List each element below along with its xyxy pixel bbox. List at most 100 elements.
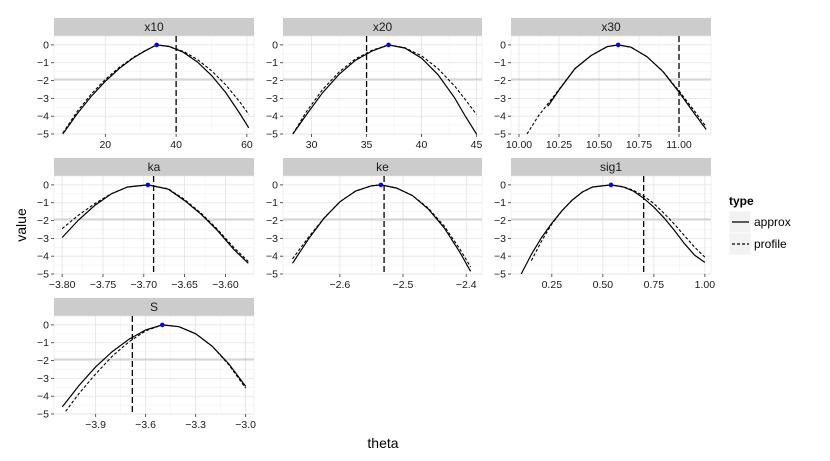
y-tick-label: −4 [37, 251, 49, 263]
estimate-point [154, 42, 159, 48]
y-tick-label: −5 [266, 269, 278, 281]
y-tick-label: −5 [266, 129, 278, 141]
panel-bg [510, 175, 712, 275]
legend-label-profile: profile [754, 237, 787, 251]
series-approx [547, 44, 707, 130]
y-tick-label: −3 [37, 373, 49, 385]
x-tick-label: 35 [361, 139, 373, 151]
legend-title: type [729, 194, 754, 208]
strip-bg [511, 158, 711, 176]
y-tick-label: −1 [37, 337, 49, 349]
facet-panels: x10 20 40 60 0 −1 −2 −3 −4 −5 x20 30 35 40 45 0 −1 −2 −3 −4… [37, 18, 715, 431]
panel-bg [282, 35, 483, 135]
x-tick-label: −3.0 [235, 419, 256, 431]
x-tick-label: 0.75 [644, 279, 665, 291]
estimate-point [608, 182, 614, 188]
x-tick-label: −3.6 [135, 419, 156, 431]
strip-label: x10 [144, 20, 164, 34]
x-tick-label: −2.5 [393, 279, 414, 291]
panel-ka: ka −3.80 −3.75 −3.70 −3.65 −3.60 0 −1 −2 −3 −4 −5 [37, 158, 255, 291]
series-approx [520, 184, 706, 275]
y-tick-label: −2 [494, 215, 506, 227]
y-tick-label: −2 [494, 75, 506, 87]
y-tick-label: −4 [494, 251, 506, 263]
y-tick-label: −1 [266, 197, 278, 209]
y-tick-label: −5 [37, 269, 49, 281]
y-tick-label: −1 [37, 197, 49, 209]
estimate-point [378, 182, 384, 188]
panel-x20: x20 30 35 40 45 0 −1 −2 −3 −4 −5 [266, 18, 482, 151]
estimate-point [386, 42, 391, 48]
y-tick-label: −1 [266, 57, 278, 69]
y-tick-label: 0 [272, 39, 278, 51]
strip-bg [511, 18, 711, 36]
strip-label: ke [376, 160, 389, 174]
y-tick-label: −2 [37, 75, 49, 87]
y-tick-label: −2 [266, 215, 278, 227]
strip-bg [54, 298, 254, 316]
x-tick-label: 40 [170, 139, 182, 151]
panel-bg [53, 315, 255, 415]
x-tick-label: 10.75 [626, 139, 652, 151]
strip-label: S [150, 300, 158, 314]
x-tick-label: 11.00 [666, 139, 692, 151]
strip-label: x30 [601, 20, 621, 34]
y-tick-label: −5 [494, 129, 506, 141]
panel-ke: ke −2.6 −2.5 −2.4 0 −1 −2 −3 −4 −5 [266, 158, 483, 291]
y-axis-title: value [13, 208, 29, 242]
y-tick-label: 0 [500, 39, 506, 51]
x-tick-label: −3.65 [171, 279, 198, 291]
x-tick-label: 10.25 [546, 139, 572, 151]
y-tick-label: 0 [43, 319, 49, 331]
series-approx [61, 324, 247, 408]
x-tick-label: 1.00 [695, 279, 716, 291]
x-tick-label: −3.75 [90, 279, 117, 291]
y-tick-label: 0 [43, 179, 49, 191]
x-tick-label: −2.6 [329, 279, 350, 291]
x-tick-label: −2.4 [456, 279, 477, 291]
y-tick-label: −4 [266, 251, 278, 263]
y-tick-label: −3 [266, 233, 278, 245]
panel-bg [510, 35, 712, 135]
estimate-point [160, 322, 165, 328]
y-tick-label: −2 [37, 355, 49, 367]
panel-x10: x10 20 40 60 0 −1 −2 −3 −4 −5 [37, 18, 255, 151]
y-tick-label: −3 [494, 233, 506, 245]
x-tick-label: −3.3 [185, 419, 206, 431]
strip-bg [54, 158, 254, 176]
y-tick-label: −3 [494, 93, 506, 105]
y-tick-label: 0 [43, 39, 49, 51]
y-tick-label: −4 [494, 111, 506, 123]
x-tick-label: 45 [471, 139, 483, 151]
panel-x30: x30 10.00 10.25 10.50 10.75 11.00 0 −1 −2 −3 −4 −5 [494, 18, 712, 151]
y-tick-label: 0 [500, 179, 506, 191]
x-tick-label: 10.50 [586, 139, 612, 151]
legend: type approx profile [728, 194, 791, 256]
panel-S: S −3.9 −3.6 −3.3 −3.0 0 −1 −2 −3 −4 −5 [37, 298, 256, 431]
strip-label: sig1 [600, 160, 622, 174]
y-tick-label: −3 [37, 233, 49, 245]
y-tick-label: −3 [266, 93, 278, 105]
strip-label: ka [148, 160, 161, 174]
y-tick-label: −5 [494, 269, 506, 281]
strip-bg [54, 18, 254, 36]
x-tick-label: 30 [306, 139, 318, 151]
series-approx [61, 184, 249, 264]
series-profile [61, 184, 249, 262]
panel-sig1: sig1 0.25 0.50 0.75 1.00 0 −1 −2 −3 −4 −5 [494, 158, 715, 291]
y-tick-label: −4 [37, 111, 49, 123]
x-tick-label: −3.60 [212, 279, 239, 291]
y-tick-label: 0 [272, 179, 278, 191]
x-tick-label: −3.9 [85, 419, 106, 431]
panel-bg [282, 175, 483, 275]
strip-bg [283, 18, 482, 36]
estimate-point [615, 42, 621, 48]
x-tick-label: 0.25 [542, 279, 563, 291]
y-tick-label: −1 [37, 57, 49, 69]
y-tick-label: −5 [37, 129, 49, 141]
x-tick-label: −3.70 [131, 279, 158, 291]
y-tick-label: −5 [37, 409, 49, 421]
y-tick-label: −1 [494, 197, 506, 209]
x-tick-label: 60 [241, 139, 253, 151]
